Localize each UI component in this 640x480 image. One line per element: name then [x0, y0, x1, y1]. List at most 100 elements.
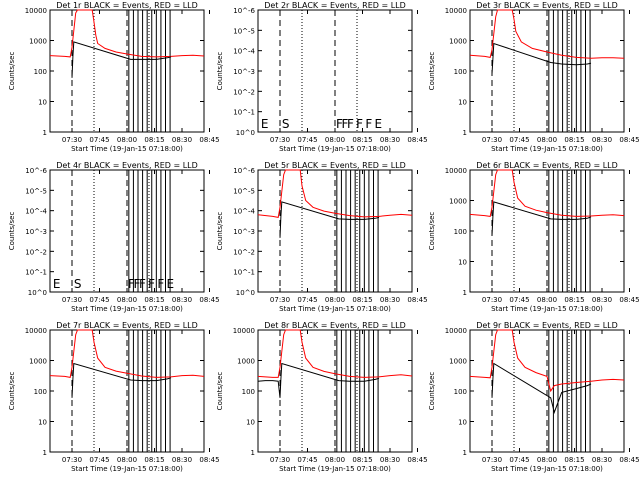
chart-panel-det3: Det 3r BLACK = Events, RED = LLD Counts/s…	[428, 1, 640, 153]
x-tick-label: 08:45	[407, 136, 427, 144]
chart-title: Det 8r BLACK = Events, RED = LLD	[264, 321, 406, 330]
x-axis-label: Start Time (19-Jan-15 07:18:00)	[279, 465, 391, 473]
y-tick-label: 10	[246, 419, 255, 427]
x-axis-label: Start Time (19-Jan-15 07:18:00)	[71, 465, 183, 473]
chart-title: Det 6r BLACK = Events, RED = LLD	[476, 161, 618, 170]
x-tick-label: 07:45	[509, 456, 529, 464]
x-tick-label: 08:15	[564, 456, 584, 464]
y-axis-label: Counts/sec	[8, 372, 16, 411]
y-tick-label: 1000	[29, 38, 47, 46]
x-tick-label: 08:15	[564, 296, 584, 304]
x-tick-label: 08:00	[537, 456, 557, 464]
lld-series-line	[257, 169, 413, 218]
status-letter: F	[128, 277, 135, 291]
x-tick-label: 08:00	[325, 456, 345, 464]
y-tick-label: 10000	[445, 7, 467, 15]
x-tick-label: 08:30	[172, 296, 192, 304]
events-series-line	[491, 362, 592, 414]
status-letter: F	[365, 117, 372, 131]
chart-title: Det 9r BLACK = Events, RED = LLD	[476, 321, 618, 330]
y-tick-label: 10000	[445, 327, 467, 335]
y-tick-label: 10^-1	[25, 269, 47, 277]
x-tick-label: 08:45	[199, 296, 219, 304]
y-tick-label: 10^-5	[25, 187, 47, 195]
status-letter: F	[139, 277, 146, 291]
x-axis-label: Start Time (19-Jan-15 07:18:00)	[279, 145, 391, 153]
y-tick-label: 1	[463, 289, 467, 297]
x-tick-label: 08:30	[380, 296, 400, 304]
y-tick-label: 10000	[233, 327, 255, 335]
y-tick-label: 1	[43, 449, 47, 457]
x-tick-label: 08:00	[537, 296, 557, 304]
x-tick-label: 07:30	[482, 456, 502, 464]
status-letter: E	[375, 117, 383, 131]
x-tick-label: 08:30	[380, 456, 400, 464]
x-tick-label: 07:30	[62, 296, 82, 304]
y-tick-label: 10^-2	[25, 248, 47, 256]
y-tick-label: 10^-4	[233, 208, 255, 216]
y-tick-label: 100	[34, 68, 47, 76]
events-series-line	[257, 362, 380, 398]
x-tick-label: 07:30	[482, 136, 502, 144]
y-tick-label: 10^-4	[233, 48, 255, 56]
y-tick-label: 1	[463, 129, 467, 137]
events-series-line	[491, 201, 592, 236]
chart-title: Det 1r BLACK = Events, RED = LLD	[56, 1, 198, 10]
chart-panel-det1: Det 1r BLACK = Events, RED = LLD Counts/s…	[8, 1, 220, 153]
status-letter: F	[336, 117, 343, 131]
x-tick-label: 08:00	[117, 296, 137, 304]
chart-panel-det2: Det 2r BLACK = Events, RED = LLD Counts/s…	[216, 1, 428, 153]
status-letter: S	[74, 277, 82, 291]
x-tick-label: 08:45	[619, 296, 639, 304]
chart-panel-det5: Det 5r BLACK = Events, RED = LLD Counts/s…	[216, 161, 428, 313]
x-tick-label: 07:30	[62, 136, 82, 144]
y-axis-label: Counts/sec	[428, 52, 436, 91]
x-tick-label: 08:45	[199, 456, 219, 464]
status-letter: F	[134, 277, 141, 291]
lld-series-line	[469, 169, 625, 217]
y-tick-label: 1	[43, 129, 47, 137]
y-tick-label: 100	[34, 388, 47, 396]
x-tick-label: 08:15	[144, 296, 164, 304]
x-tick-label: 07:30	[270, 136, 290, 144]
x-tick-label: 08:00	[117, 136, 137, 144]
y-tick-label: 10	[458, 419, 467, 427]
y-tick-label: 10^-1	[233, 269, 255, 277]
x-tick-label: 08:30	[172, 456, 192, 464]
y-axis-label: Counts/sec	[428, 212, 436, 251]
y-axis-label: Counts/sec	[216, 372, 224, 411]
status-letter: F	[157, 277, 164, 291]
lld-series-line	[49, 329, 205, 378]
x-tick-label: 08:00	[117, 456, 137, 464]
chart-panel-det8: Det 8r BLACK = Events, RED = LLD Counts/s…	[216, 321, 428, 473]
chart-panel-det6: Det 6r BLACK = Events, RED = LLD Counts/s…	[428, 161, 640, 313]
x-tick-label: 08:30	[172, 136, 192, 144]
y-tick-label: 10^0	[28, 289, 47, 297]
x-tick-label: 08:45	[407, 296, 427, 304]
x-tick-label: 08:00	[537, 136, 557, 144]
y-tick-label: 10^-1	[233, 109, 255, 117]
x-tick-label: 08:45	[199, 136, 219, 144]
x-tick-label: 08:45	[619, 136, 639, 144]
y-axis-label: Counts/sec	[216, 52, 224, 91]
x-tick-label: 07:30	[270, 456, 290, 464]
x-tick-label: 08:30	[592, 456, 612, 464]
y-tick-label: 10	[38, 99, 47, 107]
x-tick-label: 08:15	[564, 136, 584, 144]
x-tick-label: 07:30	[62, 456, 82, 464]
y-tick-label: 10^-3	[25, 228, 47, 236]
y-tick-label: 10^-4	[25, 208, 47, 216]
x-tick-label: 07:45	[509, 296, 529, 304]
y-tick-label: 10^0	[236, 289, 255, 297]
x-tick-label: 08:45	[407, 456, 427, 464]
x-tick-label: 08:00	[325, 136, 345, 144]
x-axis-label: Start Time (19-Jan-15 07:18:00)	[491, 305, 603, 313]
y-tick-label: 10	[38, 419, 47, 427]
x-tick-label: 08:00	[325, 296, 345, 304]
y-tick-label: 10^-6	[233, 7, 255, 15]
chart-title: Det 3r BLACK = Events, RED = LLD	[476, 1, 618, 10]
x-tick-label: 08:15	[352, 296, 372, 304]
chart-panel-det4: Det 4r BLACK = Events, RED = LLD Counts/s…	[8, 161, 220, 313]
chart-title: Det 5r BLACK = Events, RED = LLD	[264, 161, 406, 170]
y-tick-label: 10	[458, 259, 467, 267]
